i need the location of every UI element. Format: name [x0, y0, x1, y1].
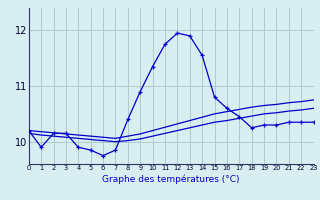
X-axis label: Graphe des températures (°C): Graphe des températures (°C): [102, 174, 240, 184]
